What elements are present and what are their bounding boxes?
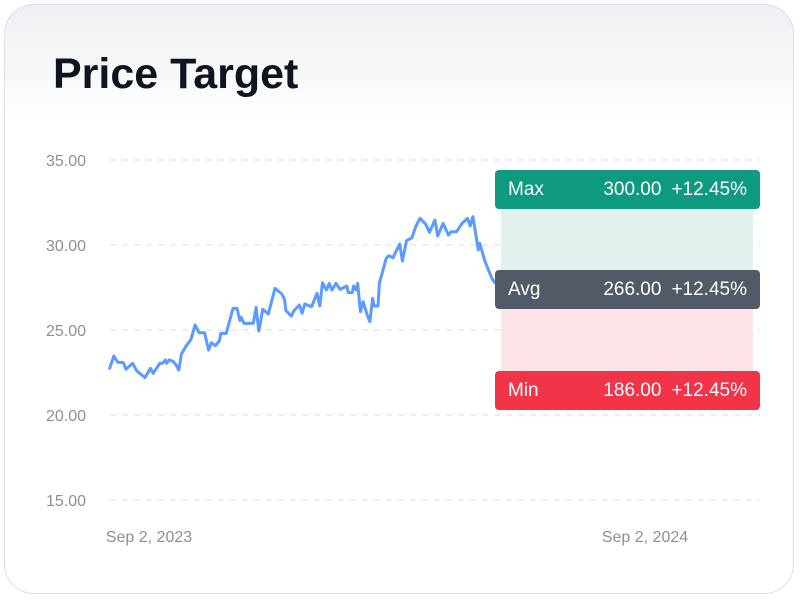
min-value: 186.00 (603, 379, 662, 401)
max-value: 300.00 (603, 178, 662, 200)
y-tick-label: 15.00 (46, 493, 86, 510)
x-tick-label: Sep 2, 2024 (602, 529, 688, 546)
max-label: Max (508, 178, 544, 200)
page-title: Price Target (53, 50, 299, 98)
y-tick-label: 30.00 (46, 238, 86, 255)
y-tick-label: 25.00 (46, 323, 86, 340)
price-line (108, 215, 497, 380)
min-label: Min (508, 379, 539, 401)
y-tick-label: 35.00 (46, 153, 86, 170)
x-tick-label: Sep 2, 2023 (106, 529, 192, 546)
downside-range-band (501, 309, 753, 371)
min-change: +12.45% (671, 379, 747, 401)
min-target-badge: Min 186.00 +12.45% (495, 371, 760, 410)
avg-label: Avg (508, 278, 541, 300)
max-target-badge: Max 300.00 +12.45% (495, 170, 760, 209)
avg-change: +12.45% (671, 278, 747, 300)
y-tick-label: 20.00 (46, 408, 86, 425)
avg-target-badge: Avg 266.00 +12.45% (495, 270, 760, 309)
upside-range-band (501, 209, 753, 270)
avg-value: 266.00 (603, 278, 662, 300)
max-change: +12.45% (671, 178, 747, 200)
